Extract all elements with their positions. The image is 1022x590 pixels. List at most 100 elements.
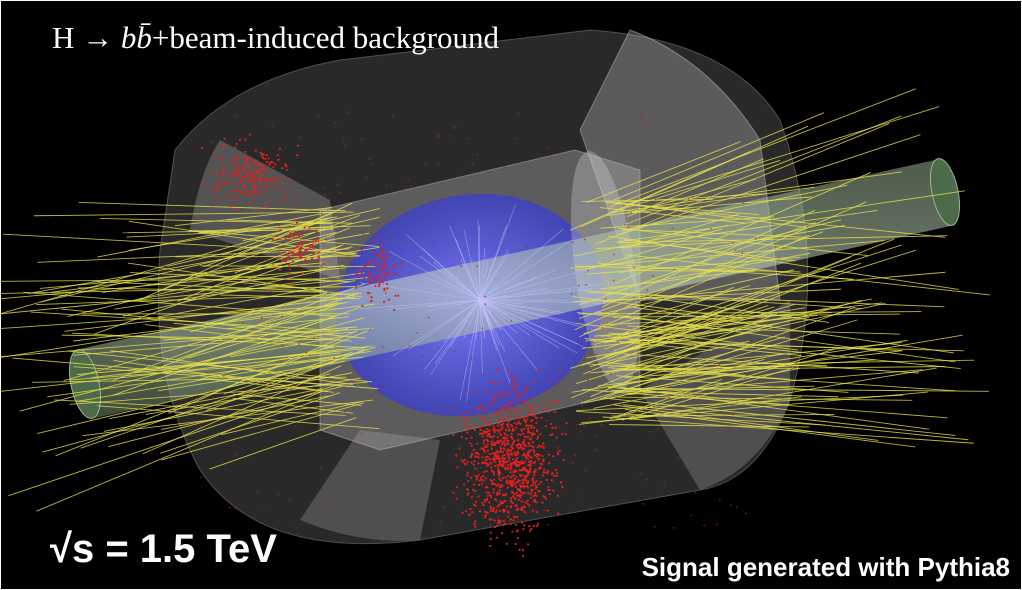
- hit: [288, 499, 290, 501]
- hit: [246, 172, 248, 174]
- hit: [523, 401, 525, 403]
- hit: [272, 166, 274, 168]
- hit: [473, 483, 475, 485]
- hit: [234, 175, 236, 177]
- hit: [499, 446, 501, 448]
- hit: [203, 444, 205, 446]
- hit: [499, 472, 501, 474]
- hit: [530, 528, 532, 530]
- hit: [510, 411, 512, 413]
- hit: [528, 504, 530, 506]
- hit: [474, 504, 476, 506]
- hit: [511, 389, 513, 391]
- hit: [673, 401, 675, 403]
- hit: [533, 500, 535, 502]
- hit: [725, 120, 727, 122]
- hit: [486, 470, 488, 472]
- hit: [530, 497, 532, 499]
- hit: [266, 259, 268, 261]
- hit: [376, 278, 378, 280]
- hit: [537, 458, 539, 460]
- hit: [485, 459, 487, 461]
- hit: [515, 138, 517, 140]
- hit: [489, 453, 491, 455]
- hit: [483, 499, 485, 501]
- hit: [381, 258, 383, 260]
- hit: [524, 492, 526, 494]
- hit: [279, 238, 281, 240]
- hit: [490, 538, 492, 540]
- hit: [234, 171, 236, 173]
- hit: [339, 192, 341, 194]
- hit: [221, 147, 223, 149]
- hit: [290, 185, 292, 187]
- hit: [709, 401, 711, 403]
- hit: [375, 236, 377, 238]
- hit: [524, 386, 526, 388]
- hit: [386, 283, 388, 285]
- hit: [490, 463, 492, 465]
- hit: [533, 462, 535, 464]
- hit: [467, 480, 469, 482]
- hit: [549, 493, 551, 495]
- hit: [503, 166, 505, 168]
- hit: [279, 269, 281, 271]
- hit: [517, 529, 519, 531]
- hit: [461, 512, 463, 514]
- hit: [518, 499, 520, 501]
- hit: [220, 159, 222, 161]
- hit: [281, 167, 283, 169]
- hit: [497, 484, 499, 486]
- hit: [274, 185, 276, 187]
- hit: [510, 320, 512, 322]
- hit: [731, 443, 733, 445]
- hit: [711, 443, 713, 445]
- hit: [550, 423, 552, 425]
- hit: [538, 483, 540, 485]
- hit: [485, 456, 487, 458]
- hit: [533, 449, 535, 451]
- hit: [369, 276, 371, 278]
- hit: [288, 251, 290, 253]
- hit: [237, 184, 239, 186]
- hit: [238, 165, 240, 167]
- hit: [218, 183, 220, 185]
- energy-label: √s = 1.5 TeV: [50, 527, 277, 571]
- hit: [285, 165, 287, 167]
- hit: [373, 261, 375, 263]
- hit: [373, 253, 375, 255]
- hit: [244, 151, 246, 153]
- hit: [478, 405, 480, 407]
- hit: [673, 268, 675, 270]
- hit: [478, 484, 480, 486]
- hit: [475, 479, 477, 481]
- hit: [286, 357, 288, 359]
- hit: [526, 410, 528, 412]
- hit: [714, 461, 716, 463]
- hit: [488, 492, 490, 494]
- hit: [241, 176, 243, 178]
- hit: [735, 249, 737, 251]
- hit: [519, 444, 521, 446]
- hit: [552, 489, 554, 491]
- hit: [373, 277, 375, 279]
- hit: [224, 182, 226, 184]
- hit: [217, 201, 219, 203]
- hit: [485, 205, 487, 207]
- hit: [439, 520, 441, 522]
- hit: [298, 243, 300, 245]
- hit: [533, 381, 535, 383]
- hit: [272, 264, 274, 266]
- hit: [410, 185, 412, 187]
- hit: [474, 520, 476, 522]
- hit: [294, 231, 296, 233]
- hit: [536, 438, 538, 440]
- hit: [497, 440, 499, 442]
- hit: [469, 428, 471, 430]
- hit: [465, 437, 467, 439]
- hit: [499, 429, 501, 431]
- hit: [535, 501, 537, 503]
- hit: [534, 492, 536, 494]
- hit: [211, 191, 213, 193]
- hit: [272, 239, 274, 241]
